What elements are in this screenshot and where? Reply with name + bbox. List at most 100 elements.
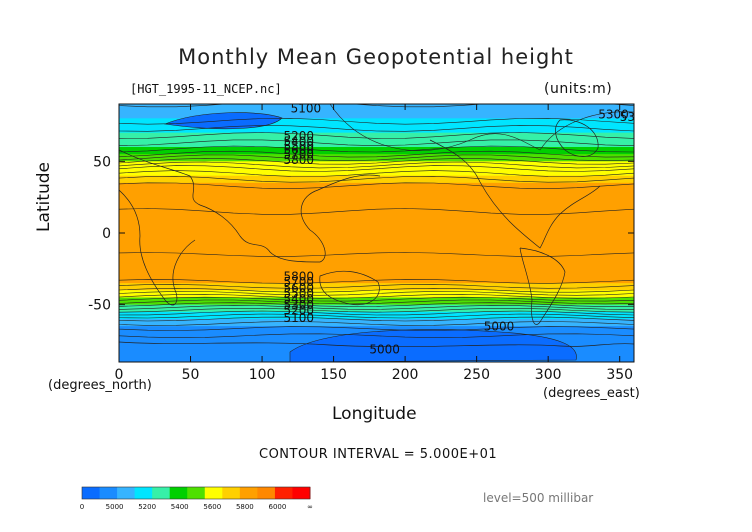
coast-north-america <box>429 139 601 249</box>
level-label: level=500 millibar <box>483 491 594 505</box>
x-tick-label: 150 <box>320 367 347 383</box>
y-axis-unit: (degrees_north) <box>48 378 152 393</box>
contour-line <box>119 154 634 162</box>
contour-label: 5600 <box>284 143 315 157</box>
contour-label: 5200 <box>284 304 315 318</box>
colorbar-swatch <box>134 487 153 499</box>
contour-line <box>119 125 634 132</box>
contour-band <box>119 297 634 306</box>
colorbar-swatch <box>239 487 258 499</box>
contour-band <box>119 147 634 155</box>
colorbar-swatch <box>82 487 101 499</box>
contour-line <box>119 321 634 326</box>
colorbar-swatch <box>187 487 206 499</box>
colorbar-tick-label: 0 <box>80 503 84 511</box>
contour-line <box>119 117 634 125</box>
colorbar-swatch <box>257 487 276 499</box>
y-tick-label: 50 <box>93 154 111 170</box>
contour-band <box>119 319 634 327</box>
contour-band <box>119 276 634 284</box>
contour-label: 5800 <box>284 269 315 283</box>
units-label: (units:m) <box>544 81 613 97</box>
colorbar-swatch <box>99 487 118 499</box>
contour-band <box>119 154 634 162</box>
coast-greenland <box>555 119 599 157</box>
contour-band <box>119 161 634 170</box>
contour-line <box>119 161 634 169</box>
antarctic-low-5000 <box>289 329 577 362</box>
contour-line <box>119 326 634 331</box>
contour-label: 5000 <box>484 319 515 333</box>
contour-line <box>119 279 634 284</box>
coast-antarctica <box>119 341 634 348</box>
colorbar-swatch <box>274 487 293 499</box>
x-tick-label: 250 <box>463 367 490 383</box>
contour-line <box>119 157 634 165</box>
contour-label: 5200 <box>284 129 315 143</box>
contour-line <box>119 299 634 305</box>
colorbar-frame <box>81 486 311 500</box>
contour-label: 5300 <box>284 298 315 312</box>
colorbar-swatch <box>222 487 241 499</box>
colorbar-tick-label: 5400 <box>171 503 189 511</box>
contour-band <box>119 233 634 277</box>
contour-label: 5300 <box>620 110 651 124</box>
contour-line <box>119 132 634 139</box>
contour-line <box>119 308 634 313</box>
contour-band <box>119 190 634 234</box>
contour-line <box>119 291 634 296</box>
contour-line <box>119 310 634 316</box>
contour-line <box>119 170 634 177</box>
contour-label: 5800 <box>284 153 315 167</box>
colorbar-swatch <box>169 487 188 499</box>
contour-band <box>119 290 634 299</box>
contour-label: 5700 <box>284 275 315 289</box>
coast-africa <box>119 189 196 306</box>
colorbar-swatch <box>204 487 223 499</box>
contour-band <box>119 283 634 291</box>
colorbar-tick-label: 5200 <box>138 503 156 511</box>
contour-label: 5600 <box>284 281 315 295</box>
contour-label: 5400 <box>284 135 315 149</box>
colorbar-tick-label: 5000 <box>106 503 124 511</box>
contour-line <box>119 104 634 108</box>
colorbar: 0 5000 5200 5400 5600 5800 6000 ∞ <box>80 486 313 511</box>
colorbar-tick-label: 6000 <box>269 503 287 511</box>
coast-australia <box>319 270 380 306</box>
y-tick-label: -50 <box>88 298 111 314</box>
x-tick-label: 350 <box>606 367 633 383</box>
coast-south-america <box>519 247 566 325</box>
contour-band <box>119 304 634 313</box>
x-tick-label: 0 <box>115 367 124 383</box>
contour-interval-label: CONTOUR INTERVAL = 5.000E+01 <box>259 447 498 462</box>
contour-band <box>119 326 634 334</box>
x-axis-label: Longitude <box>332 404 417 424</box>
contour-line <box>119 287 634 293</box>
contour-label: 5500 <box>284 287 315 301</box>
contour-band <box>119 182 634 191</box>
contour-label: 5400 <box>284 292 315 306</box>
contour-line <box>119 182 634 190</box>
contour-label: 5300 <box>598 107 629 121</box>
x-tick-label: 300 <box>535 367 562 383</box>
contour-label: 5000 <box>369 342 400 356</box>
colorbar-tick-label: ∞ <box>307 503 313 511</box>
colorbar-swatch <box>117 487 136 499</box>
contour-line <box>119 284 634 289</box>
contour-line <box>119 165 634 172</box>
coastlines <box>119 119 634 348</box>
filled-contour-bands <box>119 104 634 362</box>
file-label: [HGT_1995-11_NCEP.nc] <box>130 82 282 96</box>
contour-line <box>119 302 634 307</box>
contour-label: 5100 <box>284 311 315 325</box>
chart-title: Monthly Mean Geopotential height <box>178 45 574 69</box>
x-tick-label: 200 <box>392 367 419 383</box>
contour-band <box>119 175 634 184</box>
coast-eurasia <box>119 149 381 263</box>
contour-line <box>119 208 634 215</box>
axes: 0 50 100 150 200 250 300 350 50 0 -50 <box>88 104 634 383</box>
contour-band <box>119 168 634 177</box>
y-tick-label: 0 <box>102 226 111 242</box>
contour-line <box>119 139 634 147</box>
